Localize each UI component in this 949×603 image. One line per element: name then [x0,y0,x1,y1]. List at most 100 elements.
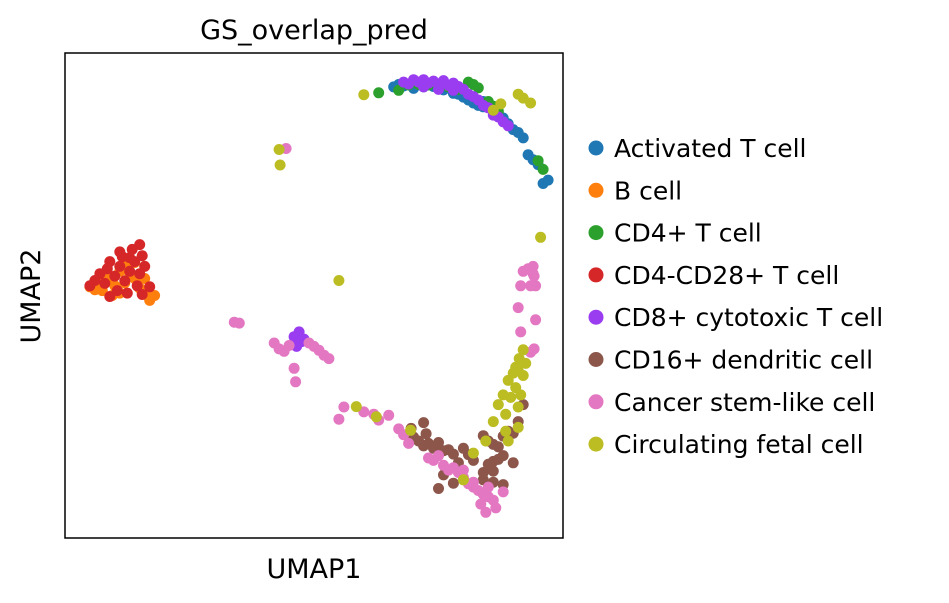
scatter-point-series-6-11 [288,362,300,374]
scatter-point-series-2-14 [537,163,549,175]
scatter-point-series-6-49 [528,343,540,355]
scatter-point-series-7-21 [513,353,525,365]
scatter-point-series-3-17 [136,289,148,300]
scatter-point-series-5-36 [418,417,430,429]
scatter-point-series-6-13 [338,401,350,413]
scatter-point-series-6-53 [528,270,540,282]
legend-marker-3 [588,267,604,283]
scatter-point-series-4-21 [502,120,514,132]
scatter-point-series-5-33 [447,477,459,489]
scatter-point-series-4-22 [418,81,430,93]
y-axis-label: UMAP2 [16,249,47,344]
scatter-point-series-3-23 [124,252,136,264]
legend-marker-1 [588,182,604,198]
scatter-point-series-7-31 [512,88,524,100]
scatter-point-series-0-21 [517,132,529,144]
legend-marker-0 [588,140,604,156]
scatter-point-series-3-24 [114,246,126,258]
scatter-point-series-7-23 [512,421,524,433]
scatter-point-series-4-24 [447,84,459,96]
scatter-point-series-3-3 [99,277,111,289]
scatter-point-series-6-50 [525,280,537,292]
scatter-point-series-6-43 [515,280,527,292]
legend-label-1: B cell [614,176,682,205]
scatter-point-series-7-14 [517,370,529,381]
legend: Activated T cell B cell CD4+ T cell CD4-CD2… [588,134,883,459]
scatter-point-series-5-32 [433,483,444,494]
legend-label-2: CD4+ T cell [614,219,762,248]
x-axis-label: UMAP1 [267,554,362,585]
scatter-point-series-6-5 [283,340,295,351]
scatter-point-series-6-39 [467,476,479,488]
scatter-point-series-7-7 [487,416,499,428]
scatter-point-series-6-10 [323,353,335,365]
scatter-point-series-7-5 [370,411,382,423]
legend-label-3: CD4-CD28+ T cell [614,261,839,290]
scatter-point-series-5-23 [492,441,504,453]
scatter-point-series-7-6 [405,424,417,436]
legend-marker-2 [588,225,604,241]
scatter-point-series-5-4 [420,428,432,440]
legend-marker-7 [588,436,604,452]
scatter-point-series-7-33 [487,104,499,116]
legend-label-0: Activated T cell [614,134,807,163]
scatter-point-series-7-34 [535,231,547,243]
scatter-point-series-3-19 [144,281,156,293]
scatter-point-series-3-21 [136,250,148,262]
legend-label-5: CD16+ dendritic cell [614,346,873,375]
scatter-point-series-2-13 [532,155,544,167]
scatter-point-series-6-55 [333,413,345,425]
scatter-point-series-7-16 [505,391,517,403]
scatter-point-series-7-26 [480,435,492,447]
scatter-point-series-5-19 [497,450,509,462]
scatter-point-series-2-1 [393,84,405,96]
scatter-point-series-3-18 [139,260,151,272]
scatter-point-series-6-22 [433,450,444,462]
scatter-point-series-6-40 [497,486,509,498]
legend-marker-5 [588,352,604,367]
scatter-point-series-6-12 [290,376,302,388]
legend-marker-6 [588,394,604,410]
scatter-point-series-3-15 [131,280,143,292]
scatter-point-series-6-19 [403,437,415,449]
scatter-point-series-6-42 [515,326,527,338]
scatter-point-series-7-22 [517,344,529,356]
points-layer [84,74,554,518]
scatter-point-series-7-0 [358,89,370,101]
scatter-point-series-7-3 [333,275,345,286]
legend-marker-4 [588,309,604,325]
scatter-point-series-6-38 [457,464,469,476]
scatter-point-series-0-26 [542,174,554,186]
scatter-point-series-3-10 [119,275,131,287]
scatter-point-series-6-52 [527,260,539,272]
scatter-point-series-5-35 [507,457,519,469]
legend-label-6: Cancer stem-like cell [614,388,875,417]
scatter-point-series-7-25 [500,425,512,437]
scatter-point-series-7-1 [273,144,285,155]
legend-label-7: Circulating fetal cell [614,430,864,459]
scatter-point-series-7-15 [500,408,512,420]
scatter-point-series-3-7 [111,285,123,297]
scatter-point-series-3-20 [134,239,146,251]
scatter-point-series-2-9 [472,82,484,94]
scatter-point-series-7-19 [512,401,524,413]
scatter-point-series-6-36 [475,498,487,510]
scatter-point-series-5-7 [433,437,444,448]
scatter-point-series-7-24 [502,435,514,447]
scatter-point-series-7-18 [515,389,527,401]
scatter-point-series-7-28 [467,447,479,459]
scatter-point-series-6-1 [233,317,245,329]
scatter-point-series-3-12 [124,265,136,277]
scatter-point-series-7-8 [492,399,504,411]
scatter-point-series-6-41 [512,302,524,314]
scatter-point-series-3-11 [121,287,133,299]
scatter-point-series-7-2 [274,159,286,171]
chart-title: GS_overlap_pred [200,15,428,46]
scatter-point-series-5-10 [447,448,459,460]
scatter-point-series-7-32 [495,98,507,110]
legend-label-4: CD8+ cytotoxic T cell [614,303,883,332]
scatter-point-series-6-47 [530,314,542,326]
scatter-point-series-3-8 [114,260,126,272]
scatter-point-series-7-4 [350,401,362,413]
